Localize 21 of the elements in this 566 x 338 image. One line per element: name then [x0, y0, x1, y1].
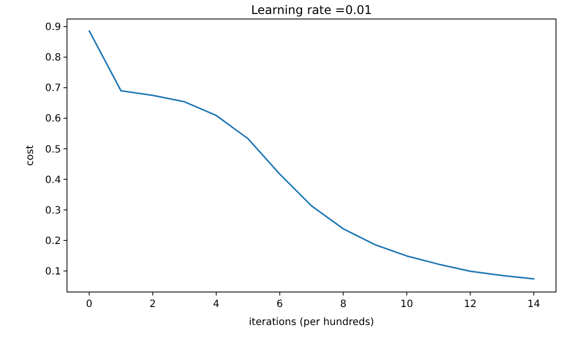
y-tick-label: 0.6 — [45, 114, 61, 125]
x-tick-label: 10 — [400, 299, 414, 310]
x-tick-label: 4 — [213, 299, 220, 310]
y-tick-label: 0.9 — [45, 22, 61, 34]
y-tick-label: 0.3 — [45, 205, 61, 216]
y-tick-label: 0.5 — [45, 144, 61, 156]
y-tick-label: 0.4 — [45, 174, 61, 186]
y-tick-label: 0.7 — [45, 83, 61, 94]
x-tick-label: 6 — [276, 299, 283, 310]
line-series — [88, 30, 535, 280]
x-tick-label: 2 — [150, 299, 156, 310]
y-axis-title: cost — [25, 145, 36, 166]
chart-title: Learning rate =0.01 — [251, 3, 372, 17]
x-tick-label: 0 — [86, 299, 92, 310]
y-tick-label: 0.8 — [45, 52, 61, 64]
x-tick-label: 14 — [527, 299, 540, 310]
y-tick-label: 0.2 — [45, 236, 61, 247]
x-tick-label: 12 — [464, 299, 477, 310]
y-tick-label: 0.1 — [45, 266, 61, 278]
x-tick-label: 8 — [340, 299, 346, 310]
x-axis-title: iterations (per hundreds) — [248, 317, 374, 328]
